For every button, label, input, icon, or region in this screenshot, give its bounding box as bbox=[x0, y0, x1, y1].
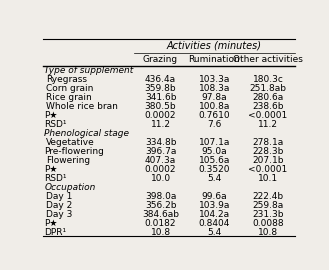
Text: 107.1a: 107.1a bbox=[199, 138, 230, 147]
Text: Ryegrass: Ryegrass bbox=[46, 75, 87, 84]
Text: Flowering: Flowering bbox=[46, 156, 90, 165]
Text: Occupation: Occupation bbox=[44, 183, 96, 192]
Text: 0.0088: 0.0088 bbox=[252, 219, 284, 228]
Text: 259.8a: 259.8a bbox=[252, 201, 284, 210]
Text: Day 3: Day 3 bbox=[46, 210, 73, 219]
Text: Day 2: Day 2 bbox=[46, 201, 72, 210]
Text: 100.8a: 100.8a bbox=[199, 102, 230, 111]
Text: 0.0002: 0.0002 bbox=[145, 111, 176, 120]
Text: 251.8ab: 251.8ab bbox=[249, 84, 287, 93]
Text: 341.6b: 341.6b bbox=[145, 93, 176, 102]
Text: 0.0182: 0.0182 bbox=[145, 219, 176, 228]
Text: 231.3b: 231.3b bbox=[252, 210, 284, 219]
Text: Corn grain: Corn grain bbox=[46, 84, 93, 93]
Text: Grazing: Grazing bbox=[143, 55, 178, 64]
Text: Activities (minutes): Activities (minutes) bbox=[167, 41, 262, 51]
Text: 11.2: 11.2 bbox=[151, 120, 170, 129]
Text: Whole rice bran: Whole rice bran bbox=[46, 102, 118, 111]
Text: 97.8a: 97.8a bbox=[201, 93, 227, 102]
Text: 396.7a: 396.7a bbox=[145, 147, 176, 156]
Text: Other activities: Other activities bbox=[233, 55, 303, 64]
Text: P★: P★ bbox=[44, 165, 58, 174]
Text: 407.3a: 407.3a bbox=[145, 156, 176, 165]
Text: 108.3a: 108.3a bbox=[199, 84, 230, 93]
Text: 0.0002: 0.0002 bbox=[145, 165, 176, 174]
Text: 103.9a: 103.9a bbox=[199, 201, 230, 210]
Text: DPR¹: DPR¹ bbox=[44, 228, 66, 237]
Text: 398.0a: 398.0a bbox=[145, 192, 176, 201]
Text: Rice grain: Rice grain bbox=[46, 93, 92, 102]
Text: P★: P★ bbox=[44, 111, 58, 120]
Text: 334.8b: 334.8b bbox=[145, 138, 176, 147]
Text: 104.2a: 104.2a bbox=[199, 210, 230, 219]
Text: 278.1a: 278.1a bbox=[252, 138, 284, 147]
Text: 436.4a: 436.4a bbox=[145, 75, 176, 84]
Text: 0.8404: 0.8404 bbox=[199, 219, 230, 228]
Text: <0.0001: <0.0001 bbox=[248, 165, 288, 174]
Text: Day 1: Day 1 bbox=[46, 192, 73, 201]
Text: Pre-flowering: Pre-flowering bbox=[44, 147, 104, 156]
Text: 5.4: 5.4 bbox=[207, 228, 221, 237]
Text: 280.6a: 280.6a bbox=[252, 93, 284, 102]
Text: P★: P★ bbox=[44, 219, 58, 228]
Text: 5.4: 5.4 bbox=[207, 174, 221, 183]
Text: 180.3c: 180.3c bbox=[253, 75, 283, 84]
Text: RSD¹: RSD¹ bbox=[44, 120, 67, 129]
Text: 222.4b: 222.4b bbox=[252, 192, 284, 201]
Text: 10.0: 10.0 bbox=[150, 174, 171, 183]
Text: Type of supplement: Type of supplement bbox=[44, 66, 134, 75]
Text: 207.1b: 207.1b bbox=[252, 156, 284, 165]
Text: RSD¹: RSD¹ bbox=[44, 174, 67, 183]
Text: Vegetative: Vegetative bbox=[46, 138, 95, 147]
Text: 10.8: 10.8 bbox=[150, 228, 171, 237]
Text: 103.3a: 103.3a bbox=[199, 75, 230, 84]
Text: 105.6a: 105.6a bbox=[199, 156, 230, 165]
Text: 11.2: 11.2 bbox=[258, 120, 278, 129]
Text: <0.0001: <0.0001 bbox=[248, 111, 288, 120]
Text: Phenological stage: Phenological stage bbox=[44, 129, 129, 138]
Text: 95.0a: 95.0a bbox=[201, 147, 227, 156]
Text: 359.8b: 359.8b bbox=[145, 84, 176, 93]
Text: 7.6: 7.6 bbox=[207, 120, 221, 129]
Text: 380.5b: 380.5b bbox=[145, 102, 176, 111]
Text: 0.7610: 0.7610 bbox=[198, 111, 230, 120]
Text: 99.6a: 99.6a bbox=[201, 192, 227, 201]
Text: 0.3520: 0.3520 bbox=[198, 165, 230, 174]
Text: Rumination: Rumination bbox=[189, 55, 240, 64]
Text: 10.1: 10.1 bbox=[258, 174, 278, 183]
Text: 356.2b: 356.2b bbox=[145, 201, 176, 210]
Text: 10.8: 10.8 bbox=[258, 228, 278, 237]
Text: 384.6ab: 384.6ab bbox=[142, 210, 179, 219]
Text: 228.3b: 228.3b bbox=[252, 147, 284, 156]
Text: 238.6b: 238.6b bbox=[252, 102, 284, 111]
